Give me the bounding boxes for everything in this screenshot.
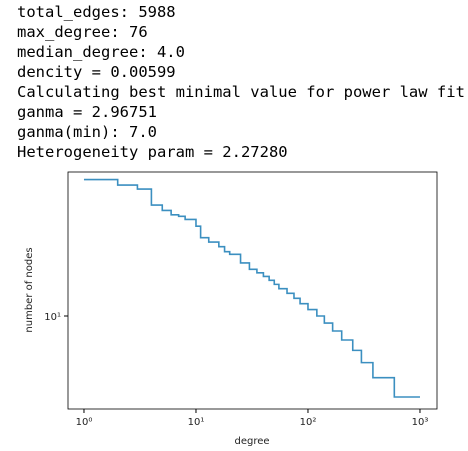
output-line: ganma(min): 7.0 bbox=[17, 123, 157, 141]
output-line: Calculating best minimal value for power… bbox=[17, 83, 465, 101]
x-tick-label: 10¹ bbox=[188, 417, 205, 428]
output-line: total_edges: 5988 bbox=[17, 3, 176, 21]
data-line bbox=[83, 178, 420, 398]
x-axis-label: degree bbox=[234, 436, 269, 447]
plot-frame bbox=[67, 171, 438, 410]
y-axis-label: number of nodes bbox=[24, 247, 35, 332]
output-line: max_degree: 76 bbox=[17, 23, 148, 41]
output-line: Heterogeneity param = 2.27280 bbox=[17, 143, 288, 161]
x-tick-label: 10⁰ bbox=[76, 417, 93, 428]
output-line: ganma = 2.96751 bbox=[17, 103, 157, 121]
x-tick-label: 10³ bbox=[412, 417, 429, 428]
output-line: dencity = 0.00599 bbox=[17, 63, 176, 81]
output-line: median_degree: 4.0 bbox=[17, 43, 185, 61]
x-tick-label: 10² bbox=[300, 417, 317, 428]
y-tick-label: 10¹ bbox=[44, 312, 61, 323]
